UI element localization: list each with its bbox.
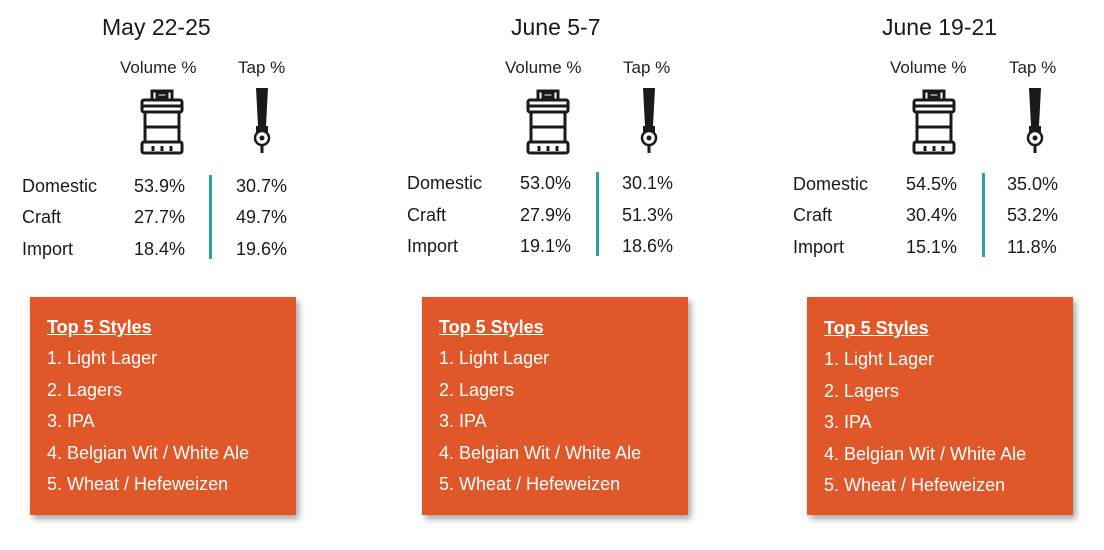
- volume-domestic: 53.9%: [134, 176, 186, 196]
- volume-header: Volume %: [505, 58, 582, 77]
- tap-craft: 49.7%: [236, 207, 288, 227]
- volume-import: 19.1%: [520, 236, 572, 256]
- style-item: 2. Lagers: [439, 380, 515, 400]
- tap-import: 11.8%: [1007, 237, 1057, 257]
- row-label-domestic: Domestic: [22, 176, 98, 196]
- style-item: 4. Belgian Wit / White Ale: [824, 444, 1027, 464]
- volume-header: Volume %: [890, 58, 967, 77]
- row-label-import: Import: [793, 237, 845, 257]
- top-styles-box: Top 5 Styles 1. Light Lager 2. Lagers 3.…: [807, 297, 1073, 515]
- style-item: 5. Wheat / Hefeweizen: [47, 474, 229, 494]
- row-label-domestic: Domestic: [407, 173, 483, 193]
- tap-domestic: 30.1%: [622, 173, 674, 193]
- column-divider: [596, 172, 599, 256]
- tap-import: 19.6%: [236, 239, 288, 259]
- style-item: 1. Light Lager: [439, 348, 550, 368]
- row-label-craft: Craft: [22, 207, 62, 227]
- keg-icon: [912, 89, 956, 155]
- volume-craft: 30.4%: [906, 205, 958, 225]
- volume-import: 15.1%: [906, 237, 958, 257]
- panel-june-5: June 5-7 Volume % Tap % Domestic 53.0% 3…: [406, 0, 736, 550]
- beer-tap-icon: [253, 88, 271, 153]
- row-label-domestic: Domestic: [793, 174, 869, 194]
- panel-title: June 19-21: [882, 14, 998, 40]
- style-item: 4. Belgian Wit / White Ale: [439, 443, 642, 463]
- beer-tap-icon: [640, 88, 658, 153]
- tap-craft: 51.3%: [622, 205, 674, 225]
- style-item: 3. IPA: [824, 412, 872, 432]
- tap-header: Tap %: [623, 58, 671, 77]
- row-label-craft: Craft: [407, 205, 447, 225]
- row-label-craft: Craft: [793, 205, 833, 225]
- tap-header: Tap %: [1009, 58, 1057, 77]
- volume-header: Volume %: [120, 58, 197, 77]
- volume-craft: 27.7%: [134, 207, 186, 227]
- tap-domestic: 35.0%: [1007, 174, 1059, 194]
- column-divider: [209, 175, 212, 259]
- tap-domestic: 30.7%: [236, 176, 288, 196]
- tap-import: 18.6%: [622, 236, 674, 256]
- panel-title: May 22-25: [102, 14, 211, 40]
- style-item: 1. Light Lager: [824, 349, 935, 369]
- volume-import: 18.4%: [134, 239, 186, 259]
- top-styles-title: Top 5 Styles: [439, 317, 544, 337]
- volume-craft: 27.9%: [520, 205, 572, 225]
- beer-tap-icon: [1026, 88, 1044, 153]
- row-label-import: Import: [407, 236, 459, 256]
- style-item: 3. IPA: [439, 411, 487, 431]
- style-item: 3. IPA: [47, 411, 95, 431]
- panel-title: June 5-7: [511, 14, 601, 40]
- style-item: 5. Wheat / Hefeweizen: [439, 474, 621, 494]
- top-styles-box: Top 5 Styles 1. Light Lager 2. Lagers 3.…: [422, 297, 688, 515]
- keg-icon: [140, 89, 184, 155]
- style-item: 4. Belgian Wit / White Ale: [47, 443, 250, 463]
- top-styles-title: Top 5 Styles: [47, 317, 152, 337]
- column-divider: [982, 173, 985, 257]
- tap-craft: 53.2%: [1007, 205, 1059, 225]
- top-styles-title: Top 5 Styles: [824, 318, 929, 338]
- volume-domestic: 53.0%: [520, 173, 572, 193]
- top-styles-box: Top 5 Styles 1. Light Lager 2. Lagers 3.…: [30, 297, 296, 515]
- panel-june-19: June 19-21 Volume % Tap % Domestic 54.5%…: [792, 0, 1104, 550]
- style-item: 5. Wheat / Hefeweizen: [824, 475, 1006, 495]
- style-item: 2. Lagers: [47, 380, 123, 400]
- tap-header: Tap %: [238, 58, 286, 77]
- style-item: 1. Light Lager: [47, 348, 158, 368]
- row-label-import: Import: [22, 239, 74, 259]
- style-item: 2. Lagers: [824, 381, 900, 401]
- volume-domestic: 54.5%: [906, 174, 958, 194]
- keg-icon: [526, 89, 570, 155]
- panel-may: May 22-25 Volume % Tap % Domestic 53.9% …: [20, 0, 350, 550]
